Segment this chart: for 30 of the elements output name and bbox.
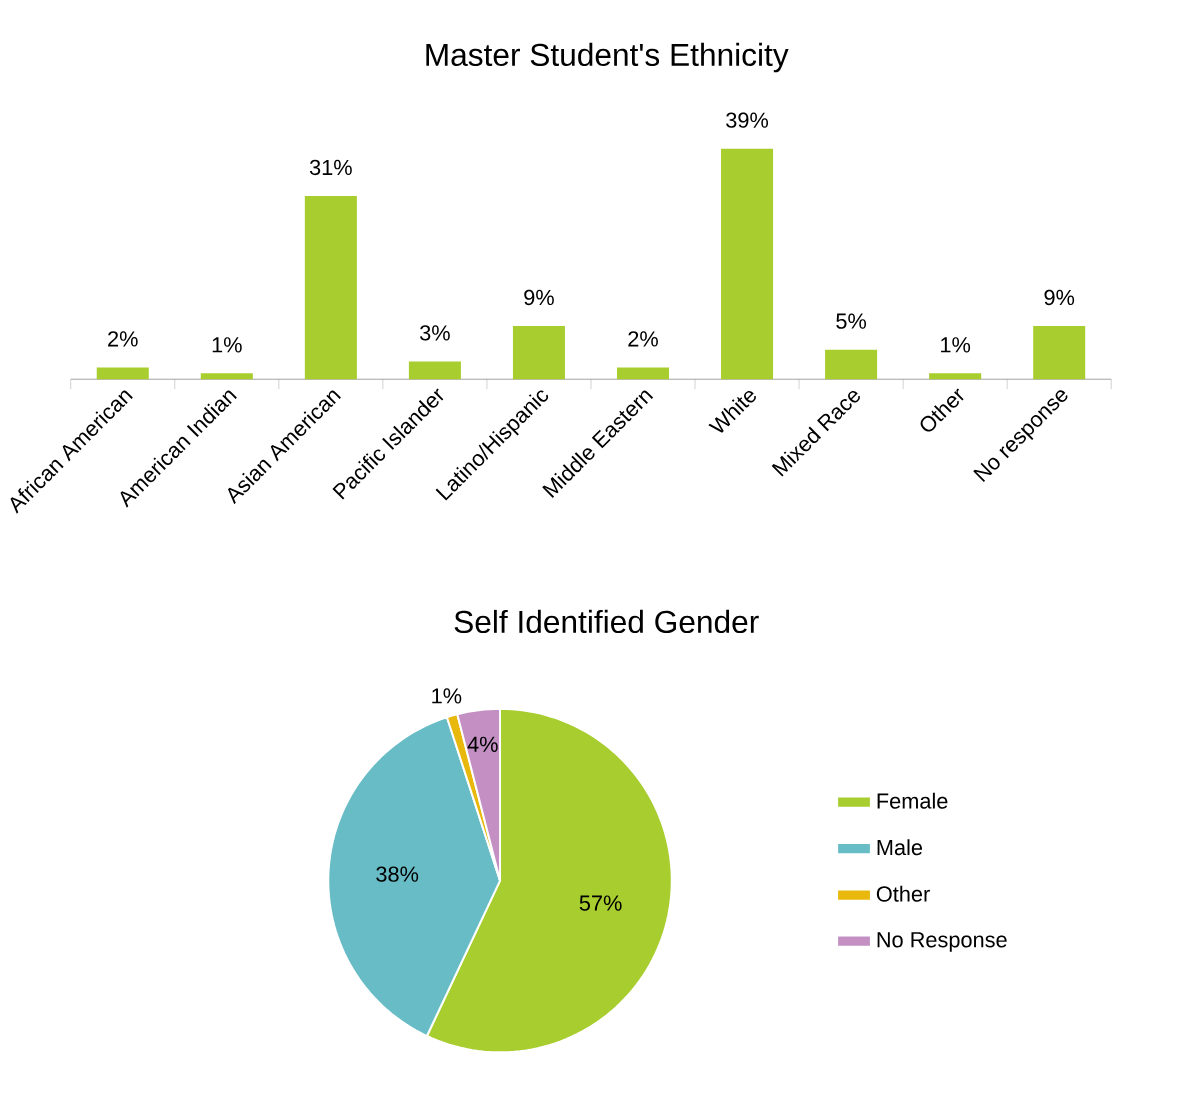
bar (929, 373, 982, 380)
data-label: 4% (467, 736, 498, 752)
bar (1033, 326, 1086, 380)
data-label: 2% (108, 331, 138, 347)
data-label: 9% (1044, 289, 1075, 306)
legend-label: Male (877, 839, 923, 856)
bar (512, 326, 565, 380)
bar (616, 367, 670, 380)
bar (721, 148, 774, 380)
data-label: 3% (420, 325, 450, 341)
bar (200, 373, 253, 380)
data-label: 9% (524, 289, 554, 306)
legend-label: Other (876, 885, 930, 902)
data-label: 57% (579, 895, 622, 911)
data-label: 1% (432, 688, 462, 704)
data-label: 2% (628, 331, 658, 347)
data-label: 5% (836, 313, 867, 329)
legend-label: Female (877, 792, 948, 809)
chart-title: Master Student's Ethnicity (426, 42, 789, 73)
bar (304, 196, 357, 380)
data-label: 39% (726, 112, 769, 128)
bar (408, 361, 461, 380)
data-label: 1% (212, 337, 242, 353)
bar (825, 349, 878, 380)
data-label: 31% (309, 159, 352, 176)
chart-title: Self Identified Gender (454, 609, 759, 634)
legend-label: No Response (877, 932, 1007, 952)
data-label: 38% (376, 866, 419, 882)
bar (96, 367, 149, 380)
data-label: 1% (941, 337, 971, 353)
